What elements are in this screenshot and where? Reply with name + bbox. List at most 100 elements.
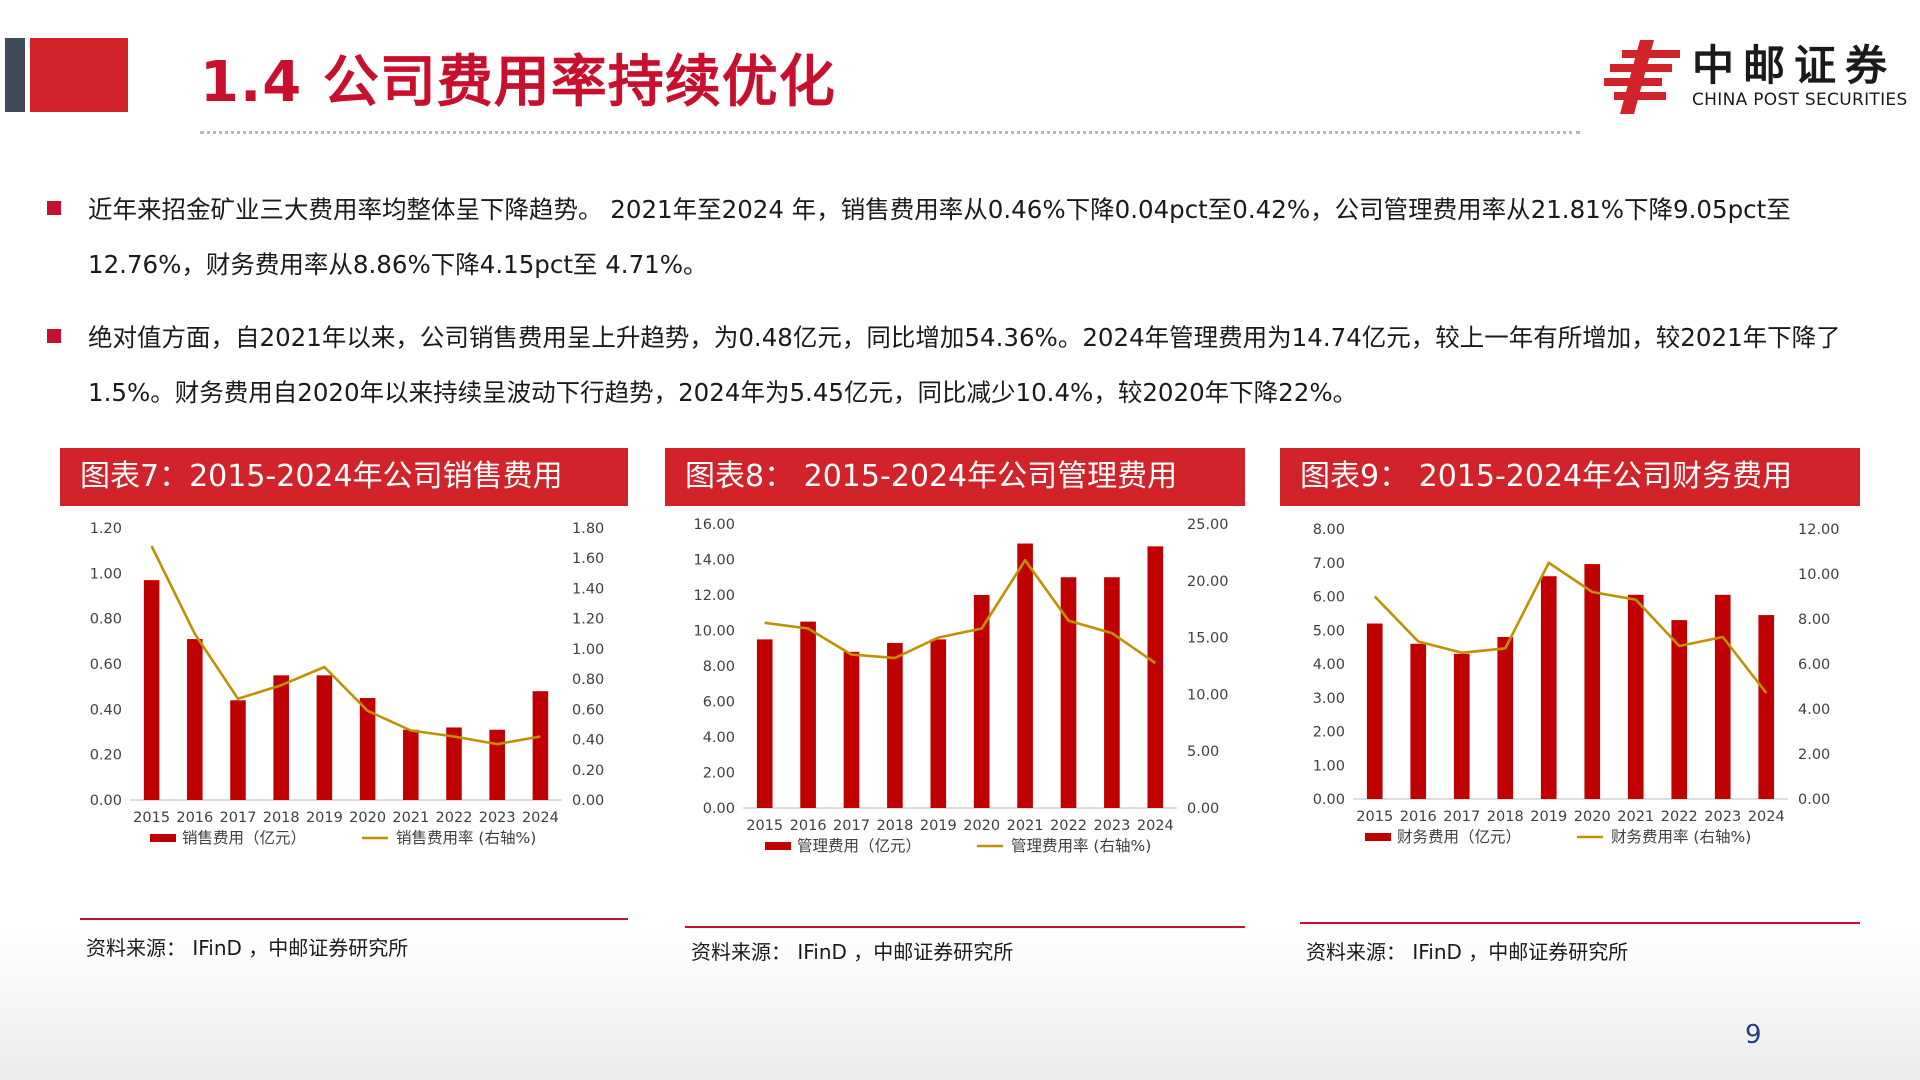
bar: [843, 651, 860, 808]
legend-bar-label: 管理费用（亿元）: [797, 837, 921, 855]
bar: [316, 675, 333, 800]
y-tick-left: 0.80: [90, 612, 122, 628]
y-tick-left: 0.00: [703, 801, 735, 817]
source-divider: [685, 926, 1245, 928]
y-tick-left: 1.00: [1313, 758, 1345, 774]
y-tick-left: 8.00: [703, 659, 735, 675]
bar: [1104, 577, 1120, 808]
y-tick-right: 10.00: [1187, 687, 1229, 703]
x-tick-label: 2022: [436, 810, 473, 826]
y-tick-right: 0.80: [572, 672, 604, 688]
sales-expense-chart: 0.00 0.20 0.40 0.60 0.80 1.00 1.20 0.00 0.20 0.40…: [90, 521, 605, 847]
y-tick-right: 5.00: [1187, 744, 1219, 760]
bullet-text: 近年来招金矿业三大费用率均整体呈下降趋势。 2021年至2024 年，销售费用率…: [88, 195, 1791, 279]
square-bullet-icon: [47, 201, 61, 215]
y-tick-right: 15.00: [1187, 631, 1229, 647]
bar: [887, 642, 903, 808]
x-tick-label: 2019: [306, 810, 343, 826]
x-tick-label: 2016: [790, 818, 827, 834]
bar: [1060, 577, 1077, 808]
bar: [756, 639, 773, 808]
bar: [1758, 615, 1775, 799]
y-tick-left: 6.00: [703, 695, 735, 711]
x-tick-label: 2019: [1530, 809, 1567, 825]
chart-panel-admin-expense: 图表8： 2015-2024年公司管理费用 0.00 2.00 4.00 6.00 8.…: [665, 448, 1245, 964]
y-tick-left: 1.00: [90, 566, 122, 582]
china-post-mark-icon: [1604, 40, 1680, 114]
rate-line: [1373, 561, 1768, 694]
chart-header: 图表8： 2015-2024年公司管理费用: [665, 448, 1245, 506]
bar: [1410, 643, 1427, 799]
x-tick-label: 2020: [963, 818, 1000, 834]
admin-expense-chart: 0.00 2.00 4.00 6.00 8.00 10.00 12.00 14.00 16.00…: [693, 517, 1229, 855]
rate-line: [150, 545, 541, 746]
square-bullet-icon: [47, 329, 61, 343]
x-tick-label: 2022: [1661, 809, 1698, 825]
source-note: 资料来源： IFinD ，中邮证券研究所: [86, 936, 409, 960]
x-tick-label: 2023: [1093, 818, 1130, 834]
bar: [187, 639, 203, 800]
x-tick-label: 2022: [1050, 818, 1087, 834]
chart-header: 图表7：2015-2024年公司销售费用: [60, 448, 628, 506]
y-tick-left: 8.00: [1313, 522, 1345, 538]
y-tick-left: 7.00: [1313, 556, 1345, 572]
x-tick-label: 2018: [263, 810, 300, 826]
y-tick-left: 14.00: [693, 553, 735, 569]
source-divider: [80, 918, 628, 920]
background-fade: [0, 930, 1920, 1080]
y-tick-right: 0.00: [572, 793, 604, 809]
bar: [1017, 543, 1033, 808]
source-note: 资料来源： IFinD ，中邮证券研究所: [691, 940, 1014, 964]
bullet-item: 近年来招金矿业三大费用率均整体呈下降趋势。 2021年至2024 年，销售费用率…: [42, 182, 1872, 292]
x-tick-label: 2016: [1400, 809, 1437, 825]
finance-expense-chart: 0.00 1.00 2.00 3.00 4.00 5.00 6.00 7.00 8.00 0.00…: [1313, 522, 1840, 846]
y-tick-left: 16.00: [693, 517, 735, 533]
x-tick-label: 2023: [1704, 809, 1741, 825]
bar: [973, 595, 990, 808]
bullet-text: 绝对值方面，自2021年以来，公司销售费用呈上升趋势，为0.48亿元，同比增加5…: [88, 323, 1841, 407]
y-tick-right: 2.00: [1798, 747, 1830, 763]
x-tick-label: 2018: [1487, 809, 1524, 825]
y-tick-left: 0.20: [90, 748, 122, 764]
x-tick-label: 2017: [220, 810, 257, 826]
legend-line-label: 销售费用率 (右轴%): [396, 829, 536, 847]
x-tick-label: 2021: [392, 810, 429, 826]
company-logo: 中邮证券 CHINA POST SECURITIES: [1604, 40, 1907, 114]
y-tick-right: 0.00: [1187, 801, 1219, 817]
y-tick-right: 4.00: [1798, 702, 1830, 718]
y-tick-right: 10.00: [1798, 567, 1840, 583]
y-tick-right: 1.20: [572, 612, 604, 628]
y-tick-right: 6.00: [1798, 657, 1830, 673]
chart-header: 图表9： 2015-2024年公司财务费用: [1280, 448, 1860, 506]
y-tick-right: 12.00: [1798, 522, 1840, 538]
y-tick-right: 0.20: [572, 763, 604, 779]
y-tick-right: 1.00: [572, 642, 604, 658]
x-tick-label: 2024: [522, 810, 559, 826]
x-tick-label: 2019: [920, 818, 957, 834]
legend-bar-swatch: [150, 834, 176, 842]
header-red-block: [30, 38, 128, 112]
y-tick-left: 3.00: [1313, 691, 1345, 707]
y-tick-right: 0.00: [1798, 792, 1830, 808]
page-title: 1.4 公司费用率持续优化: [200, 50, 836, 115]
title-divider: [200, 131, 1580, 134]
y-tick-right: 0.60: [572, 702, 604, 718]
y-tick-left: 0.40: [90, 702, 122, 718]
y-tick-left: 1.20: [90, 521, 122, 537]
bar: [1147, 546, 1164, 808]
legend-bar-label: 财务费用（亿元）: [1397, 828, 1521, 846]
y-tick-right: 1.60: [572, 551, 604, 567]
y-tick-left: 4.00: [1313, 657, 1345, 673]
x-tick-label: 2018: [876, 818, 913, 834]
bar: [446, 727, 462, 800]
x-tick-label: 2021: [1617, 809, 1654, 825]
x-tick-label: 2020: [349, 810, 386, 826]
x-tick-label: 2016: [176, 810, 213, 826]
x-tick-label: 2024: [1748, 809, 1785, 825]
y-tick-right: 1.80: [572, 521, 604, 537]
summary-bullets: 近年来招金矿业三大费用率均整体呈下降趋势。 2021年至2024 年，销售费用率…: [42, 182, 1872, 438]
y-tick-left: 0.00: [90, 793, 122, 809]
bar: [403, 729, 419, 800]
source-note: 资料来源： IFinD ，中邮证券研究所: [1306, 940, 1629, 964]
legend-bar-label: 销售费用（亿元）: [182, 829, 306, 847]
